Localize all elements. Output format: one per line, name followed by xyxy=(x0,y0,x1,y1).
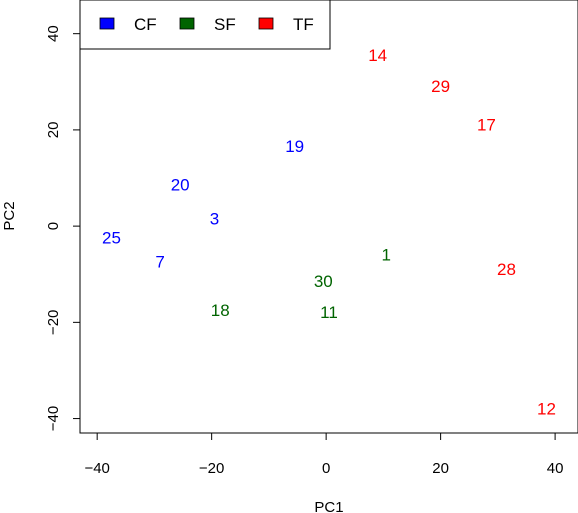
point-label-17: 17 xyxy=(477,116,496,135)
point-label-19: 19 xyxy=(285,137,304,156)
point-label-14: 14 xyxy=(368,46,387,65)
legend-swatch-sf xyxy=(179,17,195,30)
x-axis: −40 −20 0 20 40 xyxy=(84,432,564,477)
y-tick-label: −40 xyxy=(45,406,62,431)
legend-swatch-cf xyxy=(99,17,115,30)
x-tick-label: 40 xyxy=(547,460,564,477)
point-label-1: 1 xyxy=(382,245,391,264)
x-tick-label: 20 xyxy=(432,460,449,477)
legend-label-sf: SF xyxy=(214,15,236,34)
point-label-25: 25 xyxy=(102,229,121,248)
plot-frame xyxy=(79,0,578,434)
legend-swatch-tf xyxy=(258,17,274,30)
y-tick-label: 20 xyxy=(45,122,62,139)
point-label-30: 30 xyxy=(314,272,333,291)
point-label-11: 11 xyxy=(320,303,338,322)
point-label-18: 18 xyxy=(211,301,230,320)
point-label-7: 7 xyxy=(155,253,164,272)
legend-box xyxy=(79,0,331,50)
legend-label-tf: TF xyxy=(293,15,314,34)
legend: CF SF TF xyxy=(79,0,331,50)
point-label-28: 28 xyxy=(497,260,516,279)
point-label-3: 3 xyxy=(210,209,219,228)
legend-label-cf: CF xyxy=(134,15,157,34)
y-tick-label: −20 xyxy=(45,310,62,335)
point-label-29: 29 xyxy=(431,77,450,96)
y-tick-label: 0 xyxy=(45,222,62,230)
x-axis-title: PC1 xyxy=(314,499,343,513)
y-axis-title: PC2 xyxy=(1,201,18,230)
point-label-20: 20 xyxy=(171,176,190,195)
x-tick-label: 0 xyxy=(322,460,330,477)
y-tick-label: 40 xyxy=(45,25,62,42)
data-points: 19 20 3 25 7 1 30 18 11 14 29 17 28 12 xyxy=(102,46,556,419)
point-label-12: 12 xyxy=(537,399,556,418)
y-axis: −40 −20 0 20 40 xyxy=(45,25,81,431)
x-tick-label: −40 xyxy=(84,460,109,477)
x-tick-label: −20 xyxy=(199,460,224,477)
